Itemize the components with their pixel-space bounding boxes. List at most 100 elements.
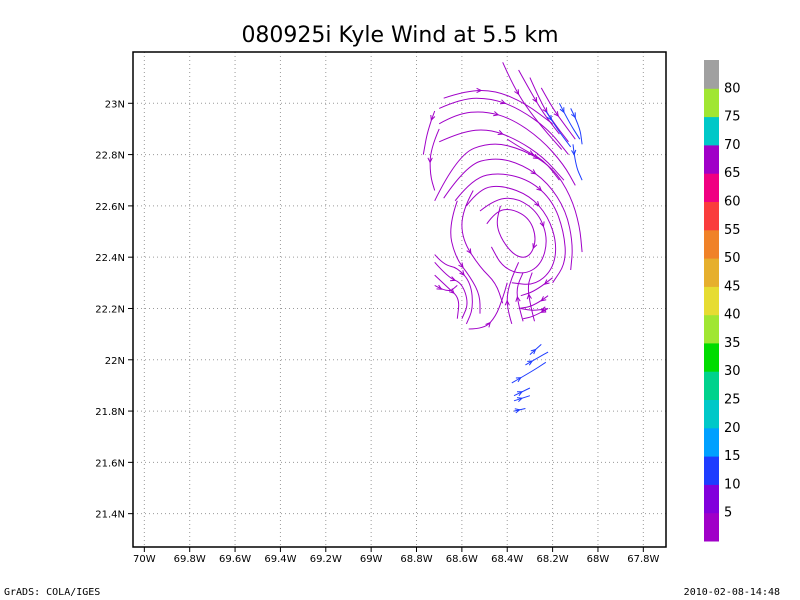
streamline xyxy=(486,205,536,258)
streamline-arrowhead xyxy=(530,348,537,355)
x-tick-label: 68W xyxy=(587,554,610,565)
streamline-arrowhead xyxy=(459,270,465,276)
x-tick-label: 69.8W xyxy=(174,554,206,565)
streamline xyxy=(527,272,535,322)
streamline-arrowhead xyxy=(499,99,507,105)
colorbar-label: 25 xyxy=(724,393,741,408)
colorbar-swatch xyxy=(704,173,719,202)
colorbar-swatch xyxy=(704,60,719,89)
streamline xyxy=(502,62,563,150)
streamline-arrowhead xyxy=(571,112,576,119)
streamline-arrowhead xyxy=(540,306,547,312)
colorbar-swatch xyxy=(704,88,719,118)
colorbar-swatch xyxy=(704,484,719,514)
streamline-arrowhead xyxy=(485,321,491,328)
y-tick-label: 21.8N xyxy=(95,407,125,418)
streamline-arrowhead xyxy=(546,114,553,121)
streamline-arrowhead xyxy=(458,262,464,269)
streamline-arrowhead xyxy=(559,107,565,114)
streamline-arrowhead xyxy=(536,185,543,192)
colorbar-swatch xyxy=(704,144,719,174)
streamline-arrowhead xyxy=(448,288,455,294)
colorbar-label: 15 xyxy=(724,449,741,464)
streamline xyxy=(454,173,566,284)
streamlines xyxy=(422,62,583,414)
streamline xyxy=(461,190,504,304)
streamline-arrowhead xyxy=(515,377,522,383)
streamline-arrowhead xyxy=(526,293,532,300)
x-tick-label: 68.4W xyxy=(491,554,523,565)
colorbar-label: 30 xyxy=(724,364,741,379)
colorbar-label: 20 xyxy=(724,421,741,436)
streamline xyxy=(434,284,458,291)
y-tick-label: 22.6N xyxy=(95,202,125,213)
colorbar-label: 5 xyxy=(724,506,732,521)
streamline xyxy=(520,308,549,311)
streamline xyxy=(434,274,460,319)
colorbar-swatch xyxy=(704,201,719,231)
grid-lines xyxy=(133,52,666,547)
y-tick-label: 21.4N xyxy=(95,510,125,521)
x-tick-label: 70W xyxy=(133,554,156,565)
x-tick-label: 69.4W xyxy=(264,554,296,565)
streamline xyxy=(525,351,549,366)
colorbar-label: 35 xyxy=(724,336,741,351)
plot-frame xyxy=(132,51,667,548)
streamline-arrowhead xyxy=(534,200,540,207)
colorbar-label: 80 xyxy=(724,81,741,96)
colorbar-swatch xyxy=(704,456,719,485)
x-tick-label: 68.6W xyxy=(446,554,478,565)
streamline-arrowhead xyxy=(504,299,510,306)
streamline xyxy=(572,144,583,181)
streamline-arrowhead xyxy=(497,130,504,135)
streamline-arrowhead xyxy=(543,279,550,285)
colorbar-label: 55 xyxy=(724,223,741,238)
colorbar-label: 65 xyxy=(724,166,741,181)
streamline-arrowhead xyxy=(476,87,483,94)
streamline-arrowhead xyxy=(527,360,534,366)
streamline xyxy=(570,108,583,145)
footer-credit: GrADS: COLA/IGES xyxy=(4,587,101,598)
streamline-arrowhead xyxy=(450,276,457,282)
streamline xyxy=(518,295,549,309)
colorbar-swatch xyxy=(704,116,719,146)
footer-timestamp: 2010-02-08-14:48 xyxy=(683,587,780,598)
streamline-arrowhead xyxy=(515,295,521,302)
colorbar-swatch xyxy=(704,229,719,259)
y-axis-ticks: 21.4N 21.6N 21.8N 22N 22.2N 22.4N 22.6N 22.8N 23… xyxy=(95,99,133,521)
colorbar-label: 40 xyxy=(724,308,741,323)
colorbar-label: 70 xyxy=(724,138,741,153)
streamline xyxy=(466,185,557,285)
streamline-arrowhead xyxy=(528,150,535,156)
colorbar-swatch xyxy=(704,371,719,400)
streamline-arrowhead xyxy=(516,397,524,403)
streamline-arrowhead xyxy=(514,408,521,414)
y-tick-label: 22.2N xyxy=(95,304,125,315)
y-tick-label: 22.8N xyxy=(95,151,125,162)
y-tick-label: 22N xyxy=(105,356,125,367)
streamline-arrowhead xyxy=(540,296,547,302)
streamline-arrowhead xyxy=(532,96,538,104)
colorbar-swatch xyxy=(704,512,719,542)
x-tick-label: 69.2W xyxy=(310,554,342,565)
colorbar-label: 50 xyxy=(724,251,741,266)
streamline-arrowhead xyxy=(553,111,559,118)
colorbar: 5 10 15 20 25 30 35 40 45 50 55 60 65 70 75 80 xyxy=(704,60,741,542)
x-tick-label: 69W xyxy=(360,554,383,565)
streamline-arrowhead xyxy=(514,89,520,96)
x-tick-label: 68.2W xyxy=(537,554,569,565)
streamline xyxy=(518,69,560,135)
colorbar-label: 10 xyxy=(724,477,741,492)
x-axis-ticks: 70W 69.8W 69.6W 69.4W 69.2W 69W 68.8W 68.6W 68.4… xyxy=(133,547,660,565)
colorbar-swatch xyxy=(704,399,719,429)
streamline-arrowhead xyxy=(571,149,577,156)
x-tick-label: 69.6W xyxy=(219,554,251,565)
colorbar-swatch xyxy=(704,342,719,372)
streamline xyxy=(558,103,581,140)
streamline xyxy=(520,277,553,297)
colorbar-label: 45 xyxy=(724,279,741,294)
streamline-arrowhead xyxy=(466,248,472,255)
streamline-arrowhead xyxy=(539,221,545,228)
y-tick-label: 23N xyxy=(105,99,125,110)
colorbar-label: 75 xyxy=(724,110,741,125)
